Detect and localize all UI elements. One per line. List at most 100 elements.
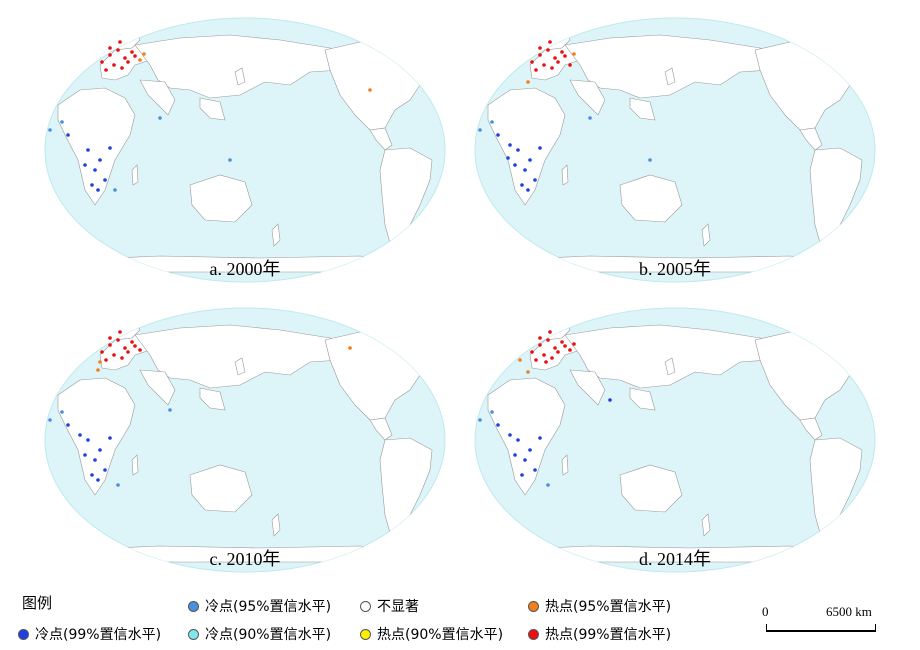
cold99-point — [608, 398, 612, 402]
cold99-point — [508, 143, 512, 147]
land-polygon — [199, 97, 226, 121]
hot95-point — [526, 370, 530, 374]
cold99-point — [90, 183, 94, 187]
hot99-point — [534, 68, 538, 72]
legend-label: 冷点(90%置信水平) — [205, 627, 332, 643]
cold99-point — [98, 158, 102, 162]
land-polygon — [561, 454, 569, 476]
land-polygon — [369, 127, 393, 151]
hot99-point — [548, 40, 552, 44]
hot99-point — [126, 60, 130, 64]
legend-item-cold90: 冷点(90%置信水平) — [188, 624, 331, 644]
hot99-point — [123, 56, 127, 60]
hot99-point — [568, 348, 572, 352]
hot99-point — [563, 344, 567, 348]
panel-label: d. 2014年 — [639, 549, 711, 569]
hot99-point — [542, 63, 546, 67]
world-map — [474, 17, 876, 283]
hot99-point — [550, 356, 554, 360]
land-polygon — [569, 79, 606, 116]
hot99-point — [130, 50, 134, 54]
cold99-point — [66, 133, 70, 137]
cold99-point — [513, 453, 517, 457]
hot99-point — [118, 40, 122, 44]
legend-item-hot99: 热点(99%置信水平) — [528, 624, 671, 644]
hot99-point — [538, 336, 542, 340]
land-polygon — [569, 369, 606, 406]
map-panel-2005: b. 2005年 — [470, 10, 880, 285]
cold99-point — [523, 458, 527, 462]
legend-item-hot90: 热点(90%置信水平) — [360, 624, 503, 644]
hot95-dot-icon — [528, 600, 539, 612]
land-polygon — [57, 87, 136, 206]
land-polygon — [824, 27, 863, 47]
land-polygon — [234, 67, 246, 86]
cold95-point — [158, 116, 162, 120]
cold95-point — [648, 158, 652, 162]
cold99-point — [96, 478, 100, 482]
cold99-point — [86, 148, 90, 152]
legend-label: 热点(90%置信水平) — [377, 627, 504, 643]
cold99-point — [93, 168, 97, 172]
hot95-point — [96, 368, 100, 372]
land-polygon — [487, 87, 566, 206]
cold99-point — [103, 468, 107, 472]
cold99-point — [86, 438, 90, 442]
land-polygon — [234, 357, 246, 376]
hot99-point — [120, 66, 124, 70]
land-polygon — [701, 223, 711, 247]
cold95-point — [60, 120, 64, 124]
cold95-point — [48, 128, 52, 132]
hot95-point — [518, 358, 522, 362]
cold99-point — [506, 156, 510, 160]
scale-line — [766, 630, 876, 632]
land-polygon — [561, 164, 569, 186]
scale-bar: 0 6500 km — [762, 604, 882, 638]
cold99-point — [538, 436, 542, 440]
panel-label: b. 2005年 — [639, 259, 711, 279]
land-polygon — [139, 79, 176, 116]
cold99-point — [538, 146, 542, 150]
hot99-point — [530, 60, 534, 64]
hot95-point — [138, 58, 142, 62]
cold99-point — [83, 163, 87, 167]
legend-label: 冷点(99%置信水平) — [35, 627, 162, 643]
scale-tick — [766, 624, 767, 632]
cold99-point — [528, 448, 532, 452]
land-polygon — [189, 464, 253, 513]
cold99-point — [108, 146, 112, 150]
legend-item-hot95: 热点(95%置信水平) — [528, 596, 671, 616]
insignificant-dot-icon — [360, 600, 371, 612]
hot95-point — [98, 360, 102, 364]
cold99-point — [516, 438, 520, 442]
hot99-point — [116, 338, 120, 342]
hot99-point — [530, 350, 534, 354]
land-polygon — [799, 127, 823, 151]
cold95-point — [490, 120, 494, 124]
cold99-point — [108, 436, 112, 440]
hot99-point — [133, 344, 137, 348]
hot99-point — [133, 54, 137, 58]
cold99-point — [526, 188, 530, 192]
hot99-point — [100, 350, 104, 354]
cold99-point — [533, 468, 537, 472]
cold95-point — [490, 410, 494, 414]
hot99-point — [108, 336, 112, 340]
land-polygon — [629, 387, 656, 411]
cold95-point — [168, 408, 172, 412]
hot99-point — [116, 48, 120, 52]
scale-start-label: 0 — [762, 604, 769, 619]
land-polygon — [131, 454, 139, 476]
scale-end-label: 6500 km — [826, 604, 872, 619]
cold99-point — [103, 178, 107, 182]
land-polygon — [619, 174, 683, 223]
hot99-point — [112, 353, 116, 357]
land-polygon — [664, 357, 676, 376]
hot99-point — [123, 346, 127, 350]
hot99-point — [546, 48, 550, 52]
hot99-point — [563, 54, 567, 58]
land-polygon — [139, 369, 176, 406]
hot99-point — [130, 340, 134, 344]
hot99-point — [100, 60, 104, 64]
cold99-point — [66, 423, 70, 427]
